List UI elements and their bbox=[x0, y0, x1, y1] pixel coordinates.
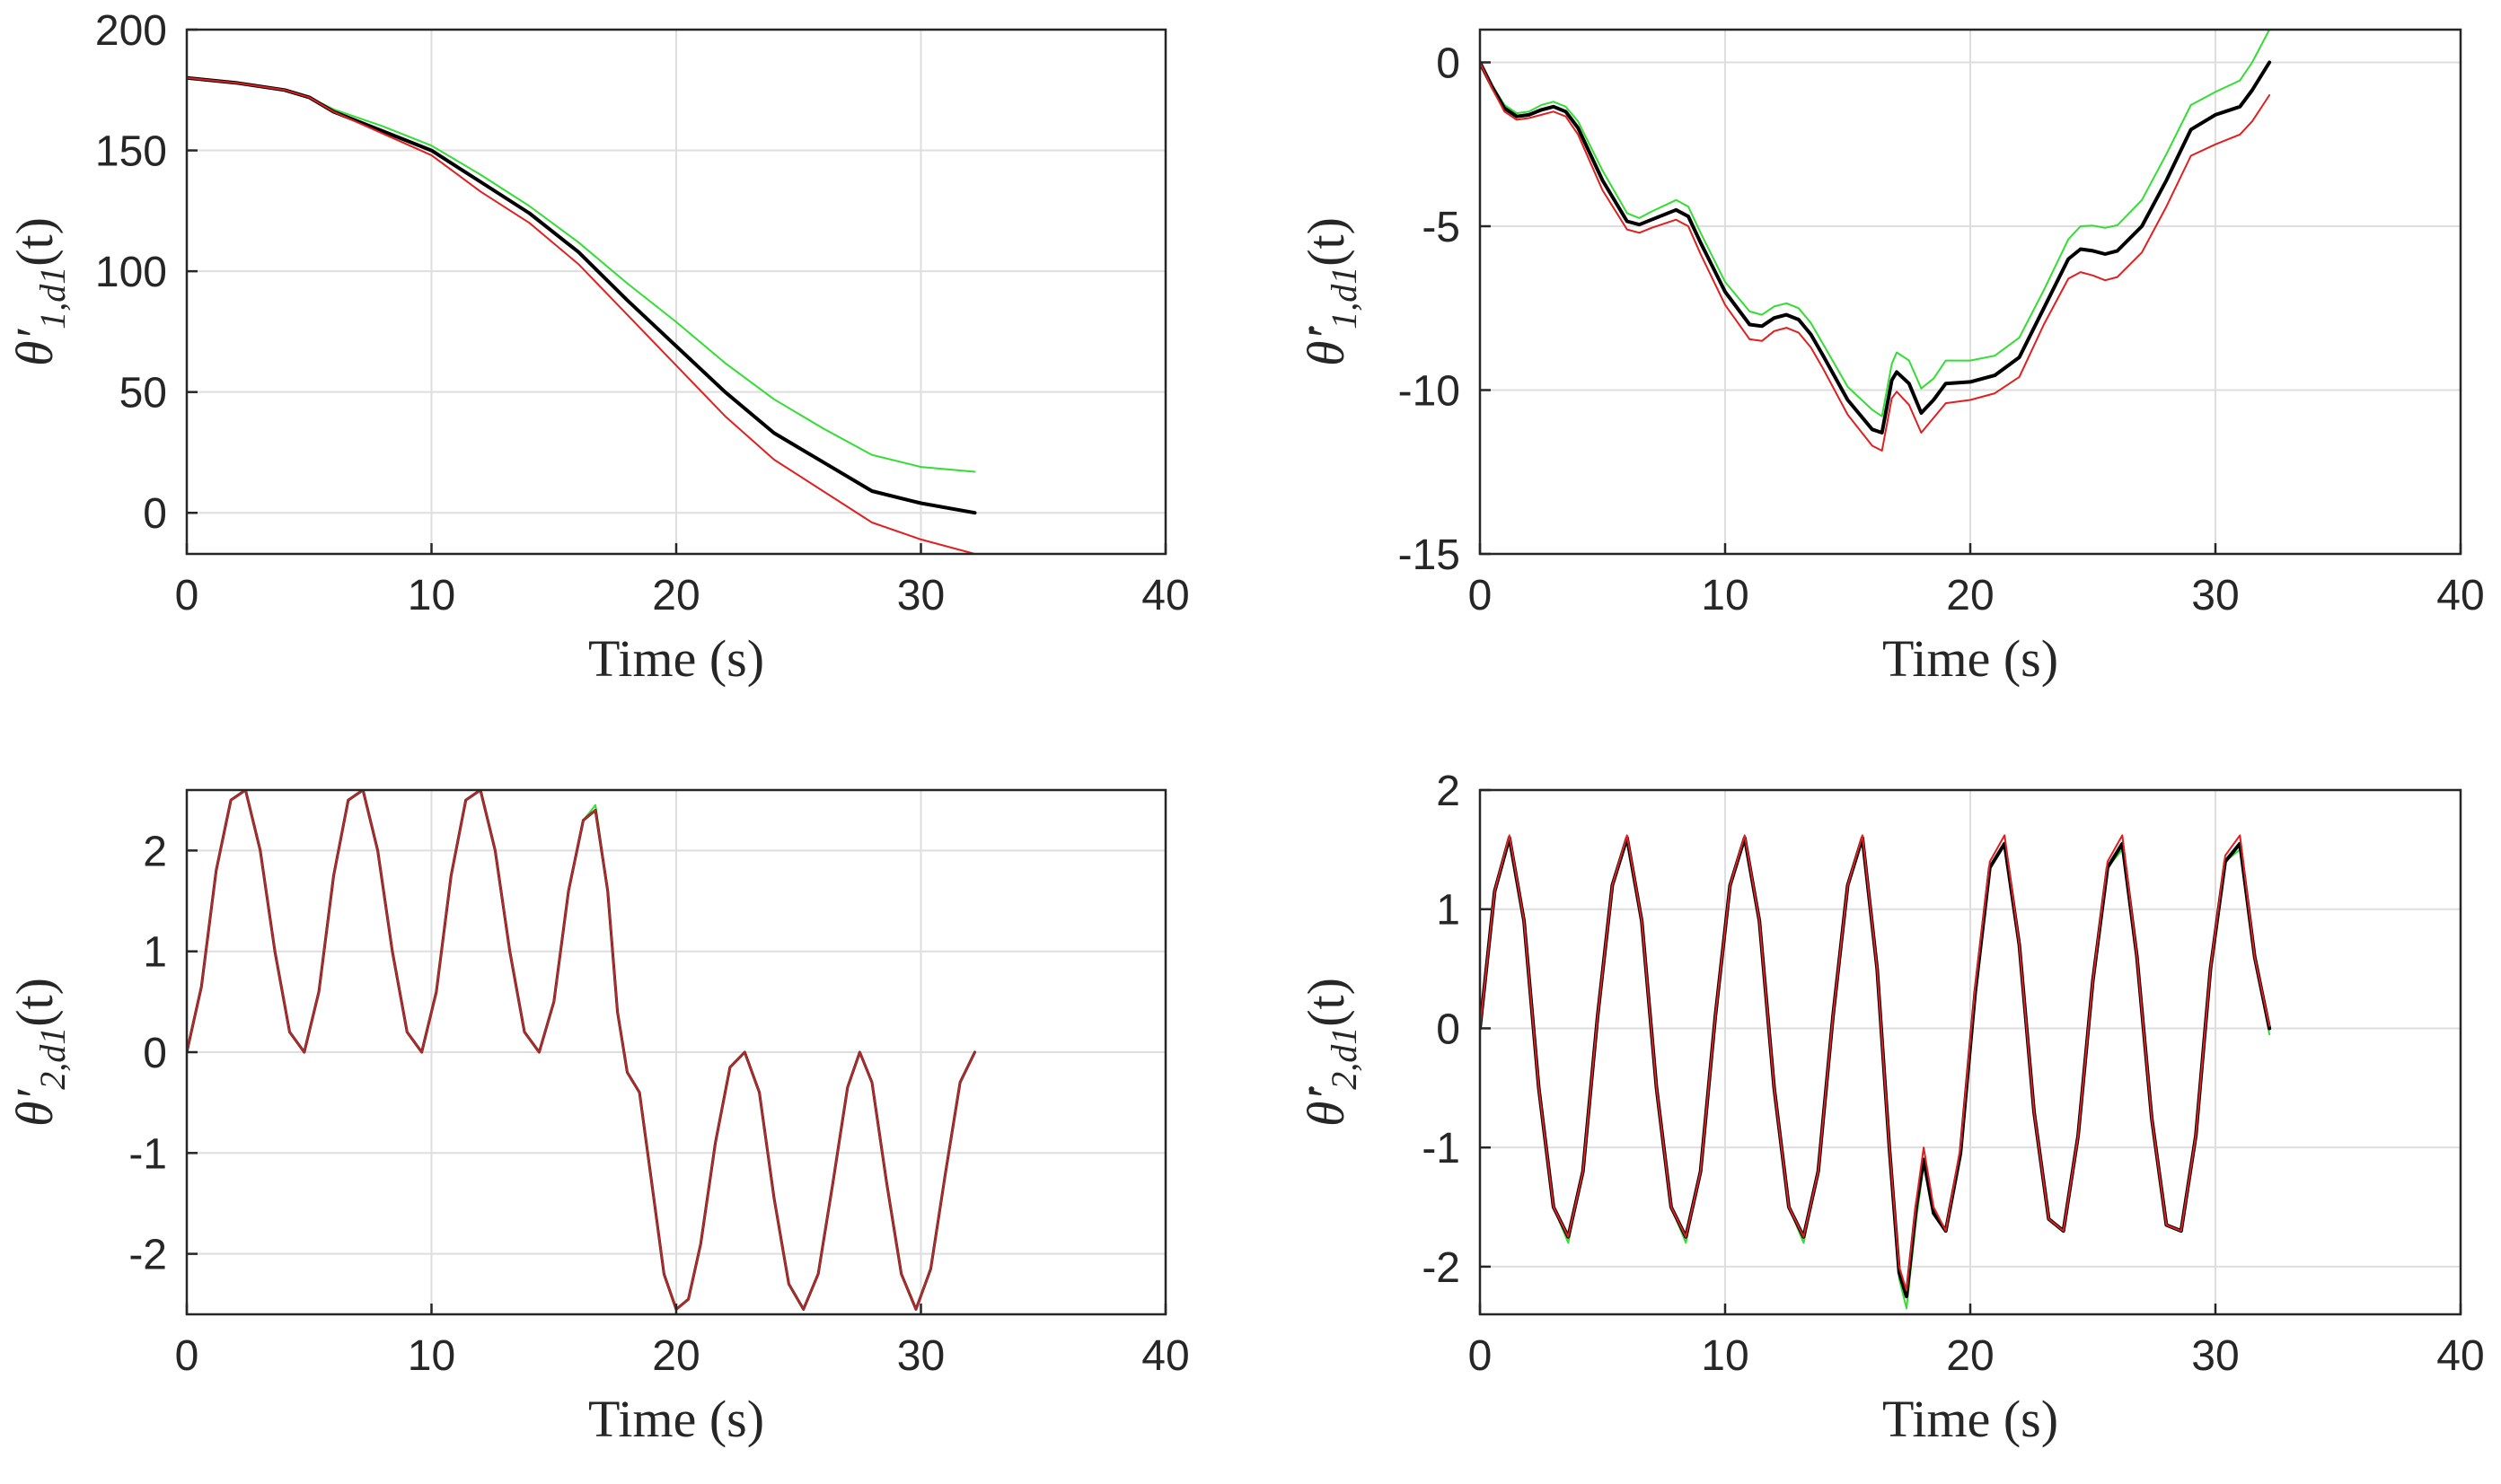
theta1-dot-series-lower bbox=[1480, 61, 2271, 452]
theta2-dot-ytick-label-4: 2 bbox=[1436, 768, 1460, 815]
theta2-ylabel-subscript: 2,d1 bbox=[32, 1027, 73, 1090]
theta1-ylabel-subscript: 1,d1 bbox=[32, 267, 73, 329]
panel-theta1: 0 10 20 30 40 0 50 100 150 200 Time (s) θ′1,d1(t) bbox=[5, 7, 1190, 688]
theta2-dot-xtick-label-0: 0 bbox=[1468, 1332, 1493, 1380]
theta2-ylabel: θ′2,d1(t) bbox=[5, 978, 73, 1127]
panel-theta2: 0 10 20 30 40 -2 -1 0 1 2 Time (s) θ′2,d1(t) bbox=[5, 788, 1190, 1448]
theta1-series-nominal bbox=[187, 75, 977, 515]
theta1-xtick-label-4: 40 bbox=[1141, 572, 1189, 619]
theta1-xtick-label-3: 30 bbox=[897, 572, 945, 619]
theta2-series-lower bbox=[187, 790, 976, 1311]
theta1-dot-series-nominal bbox=[1480, 60, 2272, 435]
theta1-dot-ylabel-arg: (t) bbox=[1297, 217, 1355, 267]
theta1-ylabel-arg: (t) bbox=[5, 217, 64, 267]
theta2-xtick-label-1: 10 bbox=[408, 1332, 455, 1380]
theta2-dot-ytick-label-3: 1 bbox=[1436, 887, 1460, 935]
theta2-ytick-label-0: -2 bbox=[128, 1232, 167, 1279]
theta1-dot-ytick-label-2: -5 bbox=[1422, 204, 1460, 251]
theta1-dot-xlabel: Time (s) bbox=[1882, 629, 2058, 688]
theta1-dot-ytick-label-3: 0 bbox=[1436, 40, 1460, 88]
theta1-dot-ytick-label-0: -15 bbox=[1398, 531, 1460, 579]
theta1-dot-xtick-label-3: 30 bbox=[2191, 572, 2239, 619]
panel-theta2-dot: 0 10 20 30 40 -2 -1 0 1 2 Time (s) θ̇′2,d1(t) bbox=[1297, 768, 2485, 1448]
theta1-dot-ylabel-symbol: θ̇′ bbox=[1297, 325, 1355, 365]
theta2-dot-xtick-label-4: 40 bbox=[2436, 1332, 2484, 1380]
theta1-ylabel-symbol: θ′ bbox=[5, 328, 64, 365]
theta1-xtick-label-2: 20 bbox=[652, 572, 700, 619]
theta2-dot-ytick-label-0: -2 bbox=[1422, 1244, 1460, 1292]
theta2-xtick-label-4: 40 bbox=[1141, 1332, 1189, 1380]
theta1-series-upper bbox=[187, 76, 976, 473]
theta1-dot-xtick-label-1: 10 bbox=[1701, 572, 1748, 619]
theta2-dot-ylabel-subscript: 2,d1 bbox=[1324, 1027, 1364, 1090]
theta1-ytick-label-2: 100 bbox=[95, 249, 167, 296]
theta1-dot-ytick-label-1: -10 bbox=[1398, 368, 1460, 416]
theta2-dot-xtick-label-1: 10 bbox=[1701, 1332, 1748, 1380]
theta1-series-group bbox=[187, 75, 977, 554]
theta2-dot-xtick-label-2: 20 bbox=[1946, 1332, 1994, 1380]
theta1-dot-xtick-label-4: 40 bbox=[2436, 572, 2484, 619]
theta1-ytick-label-4: 200 bbox=[95, 7, 167, 55]
theta1-dot-series-group bbox=[1480, 30, 2272, 452]
theta2-dot-ylabel-arg: (t) bbox=[1297, 978, 1355, 1027]
theta1-ytick-label-1: 50 bbox=[119, 370, 167, 417]
theta1-series-lower bbox=[187, 76, 976, 554]
theta2-dot-series-group bbox=[1480, 834, 2272, 1310]
theta1-ylabel: θ′1,d1(t) bbox=[5, 217, 73, 366]
theta2-dot-ytick-label-1: -1 bbox=[1422, 1125, 1460, 1172]
theta2-ytick-label-3: 1 bbox=[143, 929, 167, 977]
theta2-xtick-label-3: 30 bbox=[897, 1332, 945, 1380]
theta1-dot-xtick-label-2: 20 bbox=[1946, 572, 1994, 619]
theta2-xtick-label-0: 0 bbox=[175, 1332, 199, 1380]
theta1-xtick-label-0: 0 bbox=[175, 572, 199, 619]
theta1-dot-xtick-label-0: 0 bbox=[1468, 572, 1493, 619]
theta2-dot-ylabel: θ̇′2,d1(t) bbox=[1297, 978, 1364, 1127]
theta1-xlabel: Time (s) bbox=[588, 629, 764, 688]
theta2-dot-xlabel: Time (s) bbox=[1882, 1390, 2058, 1448]
theta1-ytick-label-3: 150 bbox=[95, 128, 167, 176]
theta2-ylabel-symbol: θ′ bbox=[5, 1088, 64, 1126]
theta2-ylabel-arg: (t) bbox=[5, 978, 64, 1027]
theta2-dot-series-nominal bbox=[1480, 836, 2272, 1299]
theta2-dot-series-lower bbox=[1480, 834, 2271, 1292]
theta1-ytick-label-0: 0 bbox=[143, 490, 167, 538]
theta2-ytick-label-1: -1 bbox=[128, 1130, 167, 1178]
theta2-xlabel: Time (s) bbox=[588, 1390, 764, 1448]
theta2-dot-xtick-label-3: 30 bbox=[2191, 1332, 2239, 1380]
theta2-ytick-label-2: 0 bbox=[143, 1030, 167, 1077]
theta2-series-group bbox=[187, 790, 976, 1311]
panel-theta1-dot: 0 10 20 30 40 -15 -10 -5 0 Time (s) θ̇′1,d1(t) bbox=[1297, 28, 2485, 688]
theta2-xtick-label-2: 20 bbox=[652, 1332, 700, 1380]
theta2-dot-ytick-label-2: 0 bbox=[1436, 1005, 1460, 1053]
theta1-dot-series-upper bbox=[1480, 30, 2271, 417]
theta2-dot-ylabel-symbol: θ̇′ bbox=[1297, 1085, 1355, 1126]
theta1-xtick-label-1: 10 bbox=[408, 572, 455, 619]
theta1-dot-ylabel: θ̇′1,d1(t) bbox=[1297, 217, 1364, 366]
theta2-ytick-label-4: 2 bbox=[143, 828, 167, 875]
theta1-dot-ylabel-subscript: 1,d1 bbox=[1324, 267, 1364, 329]
